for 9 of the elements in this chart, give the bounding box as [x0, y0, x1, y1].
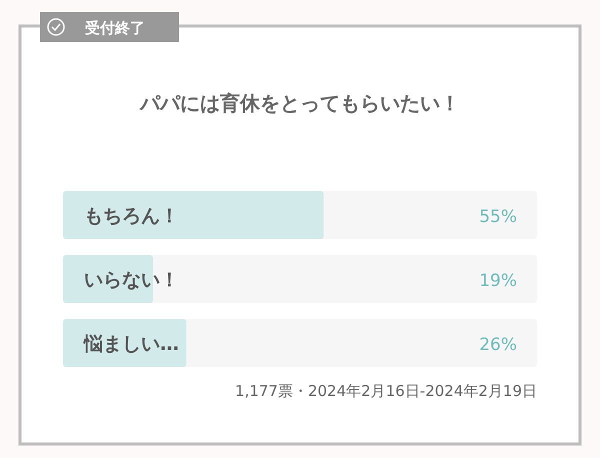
data-label: 26%: [479, 335, 517, 355]
text: 受付終了: [84, 19, 145, 37]
text: 1,177票・2024年2月16日-2024年2月19日: [235, 382, 537, 400]
y-tick-label: いらない！: [84, 269, 179, 291]
y-tick-label: 悩ましい…: [83, 333, 179, 355]
y-tick-label: もちろん！: [84, 205, 179, 227]
data-label: 19%: [479, 271, 517, 291]
data-label: 55%: [479, 207, 517, 227]
chart-title: パパには育休をとってもらいたい！: [139, 91, 460, 115]
